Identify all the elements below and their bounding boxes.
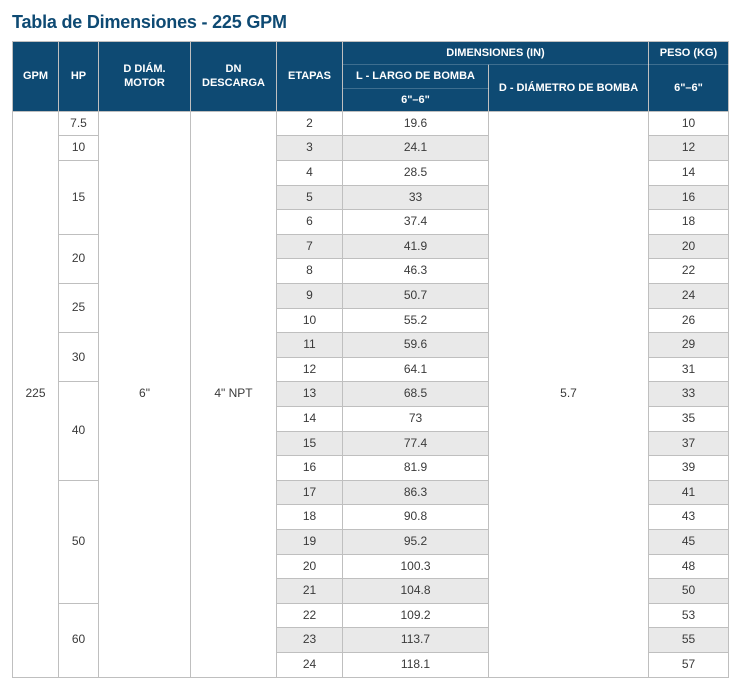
cell-largo: 109.2 [343,603,489,628]
cell-peso: 39 [649,456,729,481]
col-gpm: GPM [13,42,59,112]
cell-largo: 50.7 [343,284,489,309]
cell-hp: 7.5 [59,111,99,136]
cell-etapas: 15 [277,431,343,456]
cell-hp: 40 [59,382,99,480]
cell-hp: 30 [59,333,99,382]
col-diam-motor: D DIÁM. MOTOR [99,42,191,112]
cell-largo: 24.1 [343,136,489,161]
col-peso: PESO (KG) [649,42,729,65]
cell-largo: 73 [343,407,489,432]
cell-etapas: 14 [277,407,343,432]
table-head: GPM HP D DIÁM. MOTOR DN DESCARGA ETAPAS … [13,42,729,112]
cell-peso: 48 [649,554,729,579]
col-d-diam: D - DIÁMETRO DE BOMBA [489,65,649,112]
cell-etapas: 18 [277,505,343,530]
cell-etapas: 19 [277,529,343,554]
cell-largo: 95.2 [343,529,489,554]
cell-gpm: 225 [13,111,59,677]
cell-etapas: 13 [277,382,343,407]
cell-etapas: 21 [277,579,343,604]
cell-peso: 12 [649,136,729,161]
cell-peso: 18 [649,210,729,235]
cell-peso: 50 [649,579,729,604]
cell-etapas: 23 [277,628,343,653]
cell-largo: 113.7 [343,628,489,653]
cell-largo: 37.4 [343,210,489,235]
cell-largo: 104.8 [343,579,489,604]
cell-etapas: 24 [277,652,343,677]
cell-etapas: 3 [277,136,343,161]
cell-hp: 15 [59,161,99,235]
cell-etapas: 9 [277,284,343,309]
cell-peso: 43 [649,505,729,530]
cell-peso: 14 [649,161,729,186]
cell-hp: 50 [59,480,99,603]
cell-peso: 31 [649,357,729,382]
cell-largo: 41.9 [343,234,489,259]
cell-largo: 55.2 [343,308,489,333]
cell-largo: 68.5 [343,382,489,407]
cell-peso: 33 [649,382,729,407]
table-body: 2257.56"4" NPT219.65.71010324.11215428.5… [13,111,729,677]
col-hp: HP [59,42,99,112]
cell-etapas: 20 [277,554,343,579]
cell-largo: 33 [343,185,489,210]
cell-peso: 29 [649,333,729,358]
cell-etapas: 8 [277,259,343,284]
col-l-sub: 6"–6" [343,88,489,111]
cell-dn-descarga: 4" NPT [191,111,277,677]
cell-etapas: 12 [277,357,343,382]
cell-etapas: 10 [277,308,343,333]
cell-peso: 35 [649,407,729,432]
cell-largo: 100.3 [343,554,489,579]
cell-peso: 20 [649,234,729,259]
cell-largo: 64.1 [343,357,489,382]
cell-largo: 90.8 [343,505,489,530]
cell-etapas: 7 [277,234,343,259]
cell-etapas: 11 [277,333,343,358]
cell-peso: 41 [649,480,729,505]
cell-largo: 81.9 [343,456,489,481]
cell-etapas: 16 [277,456,343,481]
cell-hp: 25 [59,284,99,333]
cell-hp: 10 [59,136,99,161]
cell-largo: 86.3 [343,480,489,505]
cell-etapas: 5 [277,185,343,210]
cell-etapas: 2 [277,111,343,136]
col-dn-descarga: DN DESCARGA [191,42,277,112]
page-title: Tabla de Dimensiones - 225 GPM [12,12,729,33]
table-row: 2257.56"4" NPT219.65.710 [13,111,729,136]
cell-etapas: 6 [277,210,343,235]
cell-hp: 20 [59,234,99,283]
cell-peso: 53 [649,603,729,628]
cell-diametro-bomba: 5.7 [489,111,649,677]
cell-peso: 26 [649,308,729,333]
cell-peso: 24 [649,284,729,309]
cell-largo: 59.6 [343,333,489,358]
cell-diam-motor: 6" [99,111,191,677]
cell-largo: 77.4 [343,431,489,456]
cell-peso: 10 [649,111,729,136]
cell-largo: 118.1 [343,652,489,677]
cell-peso: 37 [649,431,729,456]
cell-peso: 45 [649,529,729,554]
col-dimensiones: DIMENSIONES (IN) [343,42,649,65]
cell-peso: 22 [649,259,729,284]
cell-etapas: 22 [277,603,343,628]
cell-etapas: 4 [277,161,343,186]
cell-largo: 28.5 [343,161,489,186]
col-etapas: ETAPAS [277,42,343,112]
col-peso-sub: 6"–6" [649,65,729,112]
cell-hp: 60 [59,603,99,677]
cell-peso: 16 [649,185,729,210]
cell-peso: 57 [649,652,729,677]
cell-largo: 46.3 [343,259,489,284]
cell-peso: 55 [649,628,729,653]
dimensions-table: GPM HP D DIÁM. MOTOR DN DESCARGA ETAPAS … [12,41,729,678]
col-l-largo: L - LARGO DE BOMBA [343,65,489,88]
cell-largo: 19.6 [343,111,489,136]
cell-etapas: 17 [277,480,343,505]
